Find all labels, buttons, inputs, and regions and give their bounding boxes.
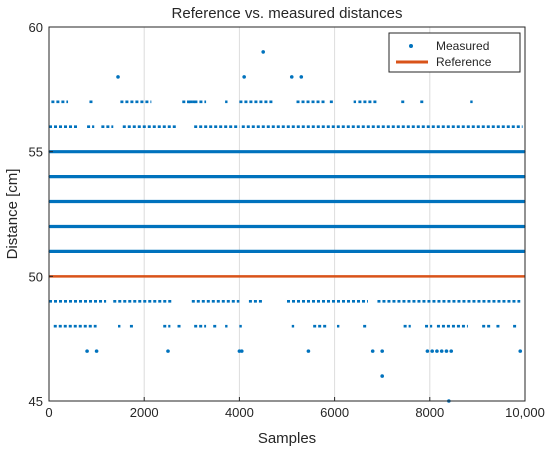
y-tick-label: 45: [29, 394, 43, 409]
measured-point: [242, 75, 246, 79]
x-tick-label: 4000: [225, 405, 254, 420]
measured-point: [430, 349, 434, 353]
measured-point: [261, 50, 266, 54]
measured-point: [435, 349, 439, 353]
measured-point: [380, 374, 385, 378]
measured-point: [116, 75, 120, 79]
axes-frame: [48, 26, 526, 402]
plot-area: [49, 27, 525, 401]
measured-point: [85, 349, 89, 353]
measured-point: [299, 75, 304, 79]
x-axis-ticks: 0 2000 4000 6000 8000 10,000: [45, 397, 545, 420]
x-tick-label: 10,000: [505, 405, 545, 420]
x-tick-label: 0: [45, 405, 52, 420]
x-tick-label: 6000: [320, 405, 349, 420]
grid-lines: [143, 27, 431, 401]
measured-point: [439, 349, 444, 353]
y-tick-label: 50: [29, 269, 43, 284]
y-tick-label: 55: [29, 145, 43, 160]
chart-title: Reference vs. measured distances: [172, 5, 403, 22]
measured-point: [518, 349, 523, 353]
legend: Measured Reference: [388, 32, 521, 73]
measured-point: [380, 349, 385, 353]
x-tick-label: 2000: [130, 405, 159, 420]
measured-point: [94, 349, 99, 353]
legend-marker-measured: [409, 44, 413, 48]
data-layer: [48, 50, 526, 403]
measured-point: [239, 349, 244, 353]
measured-point: [166, 349, 170, 353]
measured-point: [370, 349, 375, 353]
x-tick-label: 8000: [415, 405, 444, 420]
measured-point: [449, 349, 454, 353]
measured-point: [289, 75, 294, 79]
y-tick-label: 60: [29, 20, 43, 35]
measured-point: [306, 349, 311, 353]
y-axis-ticks: 45 50 55 60: [29, 20, 53, 409]
measured-point: [444, 349, 449, 353]
x-axis-label: Samples: [258, 430, 316, 447]
legend-box: [388, 32, 521, 73]
measured-point: [425, 349, 430, 353]
legend-label-reference: Reference: [436, 55, 492, 69]
y-axis-label: Distance [cm]: [4, 169, 21, 260]
legend-label-measured: Measured: [436, 39, 489, 53]
